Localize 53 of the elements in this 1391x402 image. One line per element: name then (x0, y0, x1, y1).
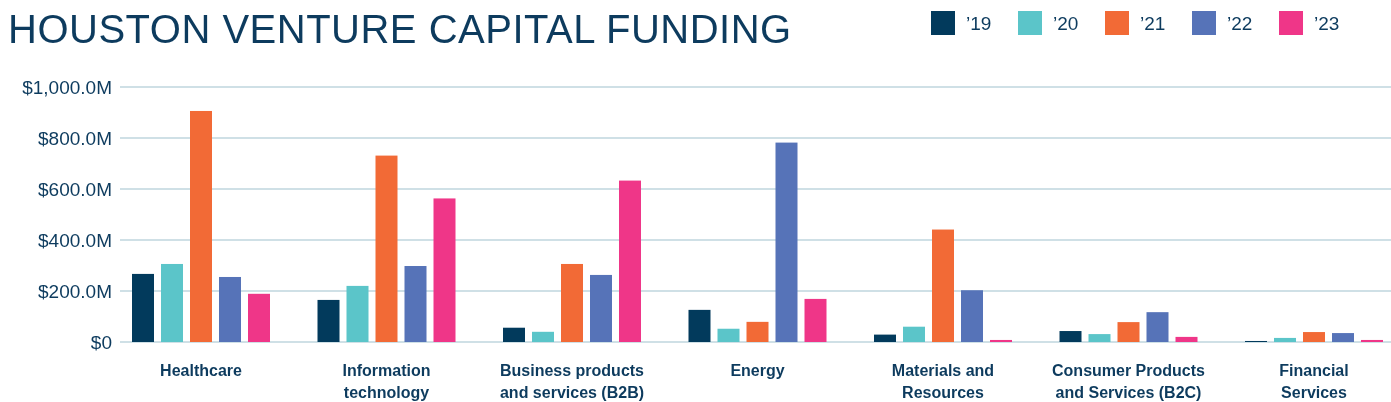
bar (404, 266, 427, 342)
legend-label: ’23 (1314, 12, 1340, 34)
bar (346, 285, 369, 342)
bar (932, 229, 954, 342)
legend-label: ’22 (1227, 12, 1253, 34)
legend-label: ’20 (1053, 12, 1079, 34)
bar (1175, 336, 1198, 342)
bar (532, 331, 554, 342)
bar (804, 298, 827, 342)
bar (903, 326, 925, 342)
bar (375, 155, 398, 342)
y-tick-label: $600.0M (38, 178, 112, 200)
x-tick-label: Consumer Products and Services (B2C) (1052, 362, 1206, 401)
x-tick-label: Healthcare (160, 362, 243, 379)
bar (1117, 322, 1140, 342)
bar (248, 293, 270, 342)
y-tick-label: $0 (90, 331, 112, 353)
y-tick-label: $800.0M (38, 127, 112, 149)
bar (775, 142, 798, 342)
bar (1361, 339, 1383, 342)
bar (590, 274, 612, 342)
x-tick-label: Materials and Resources (891, 362, 995, 401)
bar (190, 110, 212, 342)
bar (688, 309, 711, 342)
bar (433, 198, 456, 342)
bar (717, 328, 740, 342)
bar (561, 263, 583, 342)
bar (619, 180, 641, 342)
bar (1146, 312, 1169, 342)
x-tick-label: Information technology (342, 362, 431, 401)
bar (874, 334, 896, 342)
bar (1059, 331, 1082, 342)
bar (961, 290, 983, 342)
bar (746, 321, 769, 342)
legend-label: ’19 (966, 12, 992, 34)
bar (1303, 332, 1325, 342)
y-tick-label: $1,000.0M (22, 76, 112, 98)
bar (132, 273, 154, 342)
bar (1088, 334, 1111, 342)
bar (1274, 337, 1296, 342)
bar (1332, 333, 1354, 342)
bar (990, 339, 1012, 342)
chart-title: HOUSTON VENTURE CAPITAL FUNDING (8, 7, 792, 51)
y-tick-label: $400.0M (38, 229, 112, 251)
bar (219, 276, 241, 342)
x-tick-label: Financial Services (1279, 362, 1349, 401)
bar (161, 263, 183, 342)
bar (317, 299, 340, 342)
x-tick-label: Energy (730, 362, 785, 379)
y-tick-label: $200.0M (38, 280, 112, 302)
x-tick-label: Business products and services (B2B) (499, 362, 645, 401)
bar (503, 327, 525, 342)
legend-label: ’21 (1140, 12, 1166, 34)
